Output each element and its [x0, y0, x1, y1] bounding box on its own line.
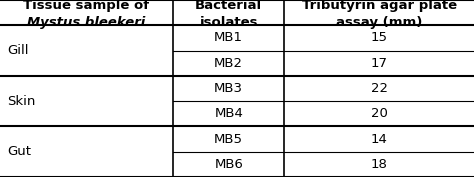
Text: 15: 15: [371, 32, 388, 44]
Text: MB6: MB6: [214, 158, 243, 171]
Text: Tissue sample of: Tissue sample of: [23, 0, 150, 12]
Text: Tributyrin agar plate: Tributyrin agar plate: [301, 0, 457, 12]
Text: MB3: MB3: [214, 82, 243, 95]
Text: MB2: MB2: [214, 57, 243, 70]
Text: MB5: MB5: [214, 133, 243, 145]
Text: Gut: Gut: [7, 145, 31, 158]
Text: Gill: Gill: [7, 44, 28, 57]
Text: 14: 14: [371, 133, 388, 145]
Text: 17: 17: [371, 57, 388, 70]
Text: Skin: Skin: [7, 95, 36, 108]
Text: Mystus bleekeri: Mystus bleekeri: [27, 16, 146, 29]
Text: isolates: isolates: [200, 16, 258, 29]
Text: 18: 18: [371, 158, 388, 171]
Text: MB4: MB4: [214, 107, 243, 120]
Text: 20: 20: [371, 107, 388, 120]
Text: assay (mm): assay (mm): [336, 16, 422, 29]
Text: 22: 22: [371, 82, 388, 95]
Text: Bacterial: Bacterial: [195, 0, 262, 12]
Text: MB1: MB1: [214, 32, 243, 44]
